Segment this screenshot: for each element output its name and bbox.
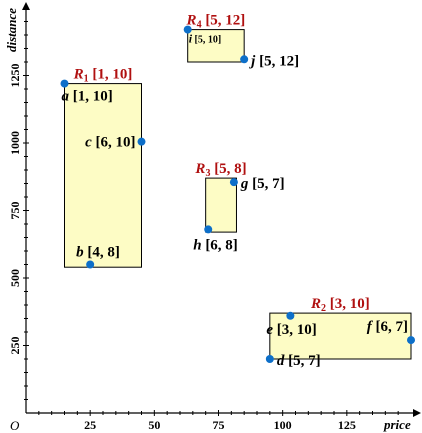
- region-label-r2: R2 [3, 10]: [310, 296, 370, 314]
- x-tick-label: 25: [84, 418, 96, 432]
- point-g: [229, 178, 238, 187]
- region-label-r1: R1 [1, 10]: [73, 67, 133, 85]
- x-tick-label: 100: [274, 418, 292, 432]
- point-i: [183, 25, 192, 34]
- point-label-c: c [6, 10]: [85, 135, 135, 151]
- x-tick-label: 125: [338, 418, 356, 432]
- region-label-r3: R3 [5, 8]: [194, 161, 246, 179]
- y-tick-label: 500: [8, 269, 22, 287]
- ticks: 25 50 75 100 125 250 500 750 1000 1250: [8, 21, 399, 432]
- region-label-r4: R4 [5, 12]: [186, 13, 246, 31]
- y-axis-arrow-icon: [22, 2, 30, 10]
- point-h: [204, 225, 213, 234]
- y-axis-title: distance: [4, 8, 19, 52]
- points: a [1, 10] b [4, 8] c [6, 10] d [5, 7] e [3, …: [60, 25, 415, 369]
- point-label-i: i [5, 10]: [189, 32, 222, 46]
- y-tick-label: 1000: [8, 131, 22, 155]
- y-tick-label: 750: [8, 202, 22, 220]
- point-a: [60, 79, 69, 88]
- point-label-g: g [5, 7]: [240, 176, 285, 192]
- point-b: [86, 260, 95, 269]
- x-axis-title: price: [383, 417, 411, 432]
- x-axis-arrow-icon: [413, 409, 421, 417]
- point-label-a: a [1, 10]: [62, 89, 113, 105]
- origin-label: O: [10, 418, 20, 433]
- point-c: [137, 137, 146, 146]
- point-j: [240, 55, 249, 64]
- point-f: [407, 336, 415, 345]
- point-label-j: j [5, 12]: [249, 53, 299, 69]
- point-d: [265, 355, 274, 363]
- x-tick-label: 75: [213, 418, 225, 432]
- point-label-h: h [6, 8]: [193, 237, 238, 253]
- regions: R1 [1, 10] R2 [3, 10] R3 [5, 8] R4 [5, 12]: [64, 13, 412, 360]
- point-label-b: b [4, 8]: [76, 245, 120, 261]
- point-label-f: f [6, 7]: [367, 319, 408, 335]
- region-rect-r4: [187, 29, 245, 63]
- region-rect-r1: [64, 83, 142, 268]
- region-rect-r2: [269, 312, 412, 360]
- y-tick-label: 250: [8, 337, 22, 355]
- region-rect-r3: [205, 177, 237, 233]
- x-tick-label: 50: [148, 418, 160, 432]
- point-label-e: e [3, 10]: [266, 322, 316, 338]
- point-label-d: d [5, 7]: [277, 353, 321, 369]
- y-tick-label: 1250: [8, 64, 22, 88]
- point-e: [286, 311, 295, 320]
